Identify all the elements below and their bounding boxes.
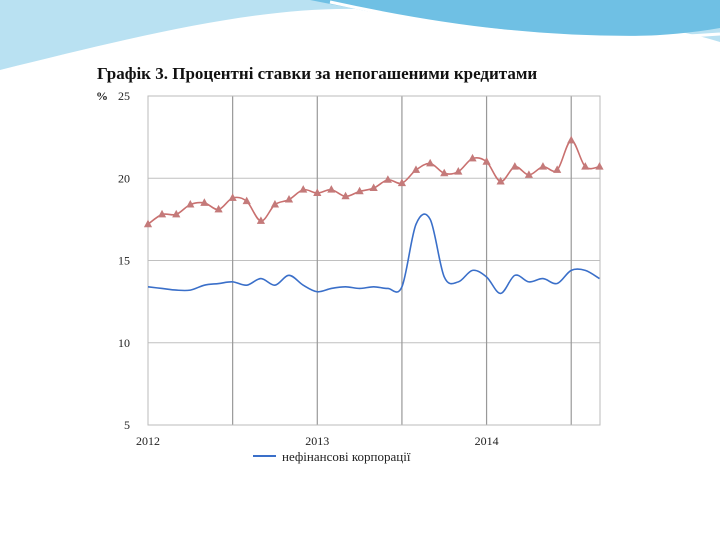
marker-other-23 [468,153,477,162]
marker-other-7 [242,196,251,205]
marker-other-17 [383,175,392,183]
header-wave-decoration [0,0,720,70]
marker-other-6 [228,193,237,201]
y-tick-label-5: 5 [124,418,130,432]
x-tick-label-2012: 2012 [136,434,160,448]
y-tick-label-15: 15 [118,254,130,268]
marker-other-4 [200,198,209,206]
marker-other-1 [157,209,167,218]
marker-other-24 [482,157,491,165]
marker-other-29 [553,165,562,173]
x-axis-ticks: 2012 2013 2014 [136,434,499,448]
marker-other-31 [581,162,590,170]
marker-other-9 [270,199,280,208]
marker-other-15 [355,186,364,195]
y-unit-label: % [96,89,108,103]
y-axis-ticks: 5 10 15 20 25 [118,89,130,432]
wave-dark-band [310,0,720,37]
y-tick-label-20: 20 [118,171,130,185]
marker-other-0 [143,219,153,228]
plot-area-frame [147,95,601,426]
marker-other-2 [172,209,181,218]
grid-lines [148,95,600,426]
marker-other-30 [567,135,576,144]
marker-other-18 [397,178,407,187]
y-tick-label-25: 25 [118,89,130,103]
marker-other-16 [369,183,378,192]
series-line-nonfinancial [147,213,600,295]
marker-other-26 [510,162,519,170]
chart-title: Графік 3. Процентні ставки за непогашени… [97,64,538,83]
marker-other-3 [186,199,195,208]
y-tick-label-10: 10 [118,336,130,350]
legend-label-nonfinancial: нефінансові корпорації [282,449,411,464]
x-tick-label-2014: 2014 [475,434,499,448]
marker-other-19 [411,165,421,173]
legend: нефінансові корпорації [253,449,411,464]
series-group [143,135,604,295]
marker-other-14 [341,191,350,200]
marker-other-22 [454,167,463,175]
marker-other-32 [595,162,604,170]
marker-other-28 [538,162,548,170]
marker-other-10 [284,195,294,203]
marker-other-20 [426,158,435,167]
marker-other-27 [524,170,534,178]
marker-other-13 [327,185,336,193]
marker-other-11 [299,185,308,193]
marker-other-21 [440,168,449,177]
marker-other-12 [313,188,322,196]
wave-highlight-line [329,0,720,39]
x-tick-label-2013: 2013 [305,434,329,448]
marker-other-8 [256,216,266,224]
marker-other-5 [214,204,223,213]
marker-other-25 [496,176,505,185]
